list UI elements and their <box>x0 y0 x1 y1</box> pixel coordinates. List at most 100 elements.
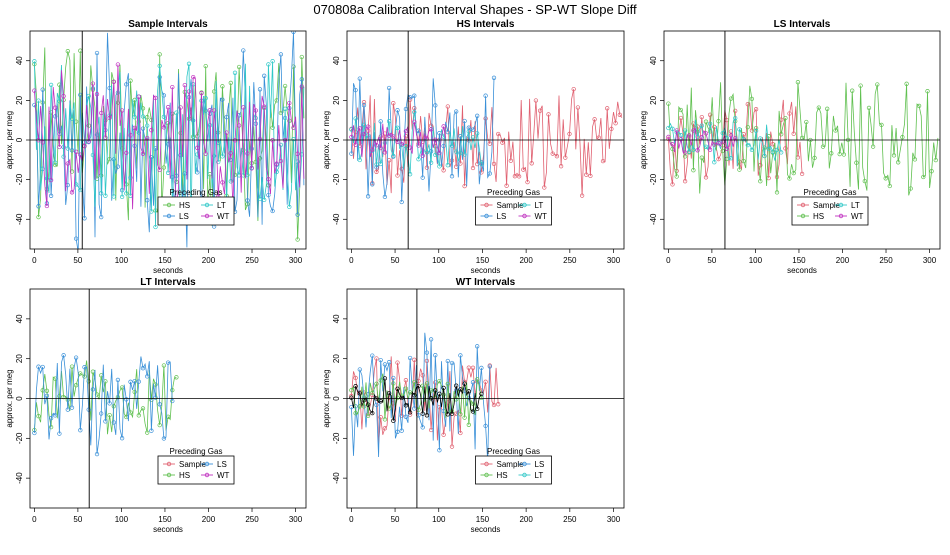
data-point <box>386 390 392 396</box>
legend-label: LS <box>179 212 189 221</box>
data-point <box>270 208 275 214</box>
data-point <box>466 389 471 394</box>
data-point <box>174 110 179 115</box>
data-point <box>132 378 137 384</box>
y-axis-label: approx. per meg <box>322 369 331 427</box>
data-point <box>470 165 476 171</box>
data-point <box>728 133 734 138</box>
x-tick-label: 100 <box>432 256 446 265</box>
legend-entry-HS: HS <box>797 212 824 221</box>
data-point <box>132 125 137 131</box>
panel-hs: HS Intervals 0 50 100 150 200 250 300 -40 -20 0 20 4… <box>322 19 625 275</box>
data-point <box>378 378 383 383</box>
legend-entry-Sample: Sample <box>480 201 524 210</box>
data-point <box>500 140 505 145</box>
data-point <box>933 157 938 163</box>
x-tick-label: 250 <box>245 515 259 524</box>
legend-marker <box>800 213 806 219</box>
data-point <box>115 377 121 383</box>
data-point <box>609 126 614 132</box>
legend-title: Preceding Gas <box>170 188 223 197</box>
data-point <box>454 383 459 388</box>
data-point <box>161 114 167 119</box>
data-point <box>378 145 383 151</box>
data-point <box>157 74 162 80</box>
data-point <box>40 388 45 393</box>
data-point <box>703 119 709 124</box>
data-point <box>365 413 371 419</box>
series-HS <box>349 373 484 427</box>
data-point <box>245 151 250 156</box>
data-point <box>437 150 442 156</box>
data-point <box>449 143 455 149</box>
data-point <box>178 105 183 110</box>
legend-entry-WT: WT <box>201 212 230 221</box>
data-point <box>841 152 847 157</box>
data-point <box>386 133 392 138</box>
series-line-WT <box>668 127 738 154</box>
data-point <box>896 160 901 165</box>
legend-marker <box>484 213 489 219</box>
data-point <box>262 197 267 203</box>
data-point <box>119 436 125 441</box>
legend-label: LS <box>217 460 227 469</box>
data-point <box>365 194 371 199</box>
data-point <box>115 394 121 400</box>
data-point <box>124 150 129 156</box>
data-point <box>862 178 867 184</box>
data-point <box>99 173 104 178</box>
data-point <box>462 152 467 157</box>
data-point <box>299 54 304 60</box>
data-point <box>666 125 671 131</box>
x-tick-label: 300 <box>607 515 621 524</box>
data-point <box>170 398 175 404</box>
y-tick-label: 40 <box>649 56 658 65</box>
data-point <box>783 115 788 121</box>
data-point <box>403 414 409 419</box>
data-point <box>44 388 50 393</box>
data-point <box>299 77 304 82</box>
data-point <box>716 119 721 124</box>
data-point <box>99 191 104 196</box>
data-point <box>257 136 263 142</box>
y-tick-label: 0 <box>649 137 658 142</box>
data-point <box>753 125 759 131</box>
data-point <box>391 101 396 106</box>
panel-wt: WT Intervals 0 50 100 150 200 250 300 -40 -20 0 20 4… <box>322 277 625 534</box>
data-point <box>799 171 805 177</box>
data-point <box>487 141 492 146</box>
data-point <box>470 135 476 140</box>
data-point <box>203 96 208 101</box>
data-point <box>424 150 430 155</box>
data-point <box>420 411 425 416</box>
x-axis-label: seconds <box>153 525 183 534</box>
data-point <box>454 109 459 114</box>
legend-label: LT <box>535 471 544 480</box>
legend-entry-WT: WT <box>201 471 230 480</box>
legend-label: LS <box>497 212 507 221</box>
data-point <box>449 174 455 179</box>
data-point <box>370 182 375 187</box>
legend-entry-LS: LS <box>518 460 544 469</box>
data-point <box>111 79 116 85</box>
data-point <box>912 157 918 162</box>
data-point <box>115 90 121 95</box>
data-point <box>412 109 417 115</box>
legend-title: Preceding Gas <box>804 188 857 197</box>
data-point <box>428 149 434 154</box>
data-point <box>349 151 354 156</box>
data-point <box>378 134 383 139</box>
data-point <box>441 385 446 391</box>
data-point <box>703 175 709 180</box>
data-point <box>378 399 383 404</box>
legend-box <box>475 196 552 226</box>
data-point <box>291 31 296 34</box>
data-point <box>270 125 275 130</box>
data-point <box>682 150 688 155</box>
data-point <box>550 151 555 156</box>
data-point <box>403 128 409 134</box>
data-point <box>483 379 488 384</box>
data-point <box>257 87 263 92</box>
data-point <box>48 424 54 430</box>
data-point <box>491 402 497 408</box>
